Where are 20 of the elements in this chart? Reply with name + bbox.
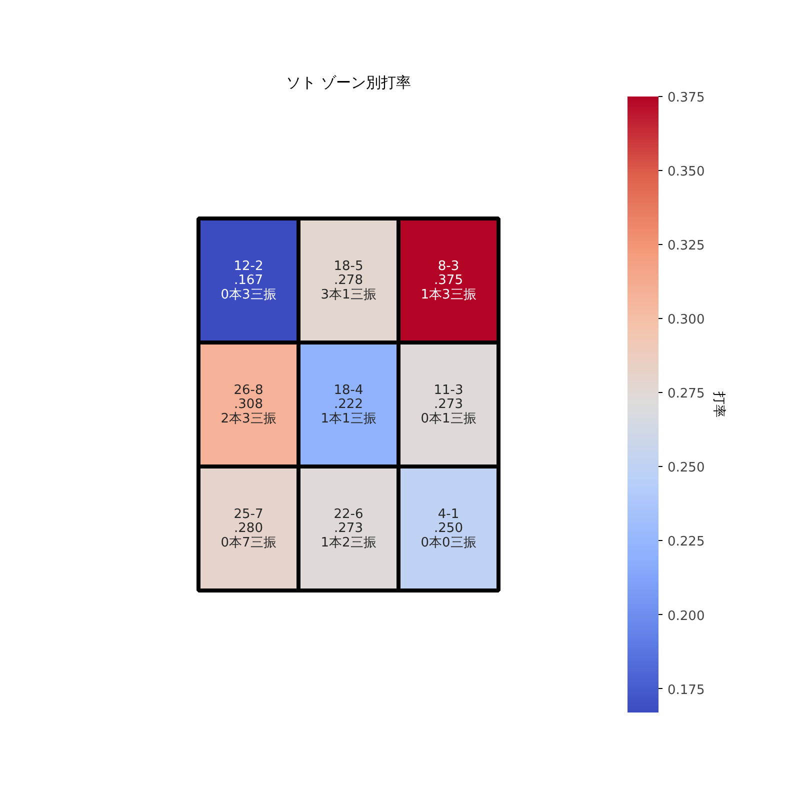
data-label: 12-2 .167 0本3三振 [220,258,276,302]
color-bar-label: 0.200 [668,608,705,624]
data-label: 26-8 .308 2本3三振 [220,382,276,426]
data-label: 4-1 .250 0本0三振 [420,506,476,550]
data-label: 18-4 .222 1本1三振 [320,382,376,426]
color-bar-label: 0.325 [668,238,705,254]
color-bar-label: 0.250 [668,460,705,476]
color-bar-label: 0.275 [668,386,705,402]
color-bar-label: 0.225 [668,534,705,550]
color-bar-label: 0.375 [668,90,705,106]
color-bar-label: 0.300 [668,312,705,328]
data-label: 8-3 .375 1本3三振 [420,258,476,302]
chart-title: ソト ゾーン別打率 [286,74,411,92]
color-bar-label: 0.350 [668,164,705,180]
data-label: 11-3 .273 0本1三振 [420,382,476,426]
color-bar-title: 打率 [711,390,727,418]
data-label: 25-7 .280 0本7三振 [220,506,276,550]
color-bar-label: 0.175 [668,682,705,698]
data-label: 18-5 .278 3本1三振 [320,258,376,302]
data-label: 22-6 .273 1本2三振 [320,506,376,550]
